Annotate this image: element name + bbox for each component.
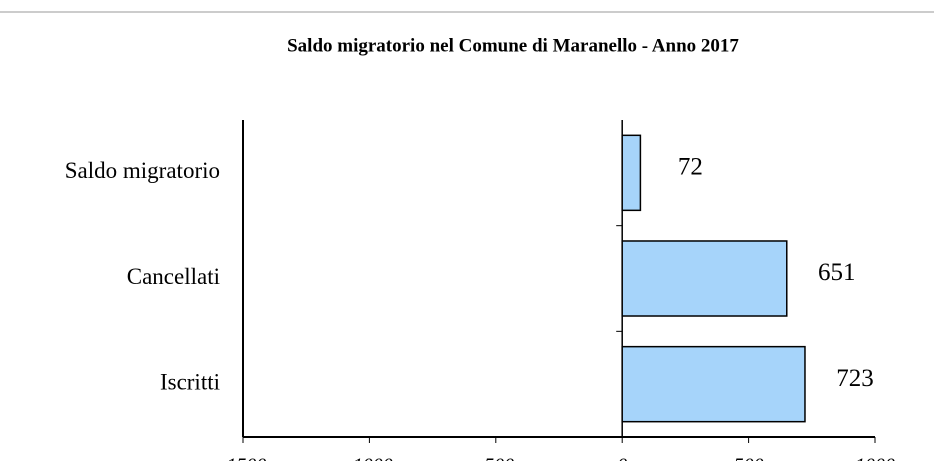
x-tick-label: 1000 xyxy=(855,455,895,461)
bar xyxy=(621,240,788,317)
data-label: 651 xyxy=(818,259,856,286)
bar xyxy=(621,345,806,423)
data-label: 723 xyxy=(836,365,874,392)
bar xyxy=(621,134,642,212)
x-tick-label: -1000 xyxy=(346,455,393,461)
y-tick-label: Cancellati xyxy=(127,264,220,289)
chart-title: Saldo migratorio nel Comune di Maranello… xyxy=(287,35,739,56)
x-tick-label: -500 xyxy=(477,455,514,461)
x-tick-label: -1500 xyxy=(220,455,267,461)
y-tick-label: Iscritti xyxy=(160,369,220,394)
x-tick-label: 500 xyxy=(734,455,764,461)
x-tick-label: 0 xyxy=(617,455,627,461)
data-label: 72 xyxy=(678,154,703,181)
y-tick-label: Saldo migratorio xyxy=(65,158,220,183)
